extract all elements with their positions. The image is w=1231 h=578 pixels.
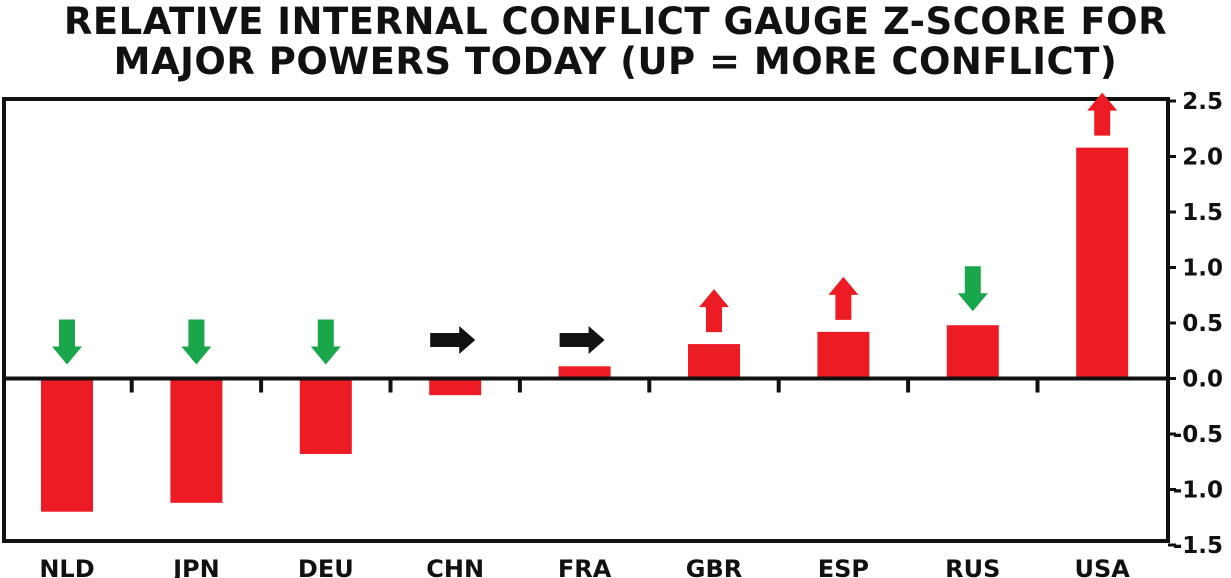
bar-nld [41, 378, 93, 512]
trend-arrow-flat-fra [559, 326, 605, 354]
category-label-jpn: JPN [171, 555, 220, 578]
chart-title-line-1: RELATIVE INTERNAL CONFLICT GAUGE Z-SCORE… [63, 0, 1168, 43]
y-tick-label: -1.0 [1173, 478, 1223, 504]
trend-arrow-down-nld [52, 319, 82, 365]
bar-usa [1076, 147, 1129, 379]
bar-esp [817, 331, 870, 379]
bar-rus [946, 325, 999, 379]
bar-gbr [688, 344, 740, 379]
y-tick-label: 1.0 [1182, 256, 1223, 282]
trend-arrow-flat-chn [430, 326, 476, 354]
trend-arrow-down-jpn [181, 319, 212, 365]
chart-title-line-2: MAJOR POWERS TODAY (UP = MORE CONFLICT) [113, 40, 1118, 83]
trend-arrow-up-gbr [699, 289, 729, 333]
category-label-gbr: GBR [686, 555, 742, 578]
y-tick-label: 1.5 [1182, 200, 1223, 226]
category-label-deu: DEU [298, 555, 354, 578]
trend-arrow-down-deu [310, 319, 341, 365]
y-tick-label: 0.5 [1182, 311, 1223, 337]
plot-frame [2, 97, 1170, 543]
y-tick-label: -0.5 [1173, 422, 1223, 448]
category-label-nld: NLD [39, 555, 94, 578]
bar-jpn [170, 378, 223, 503]
trend-arrow-up-esp [828, 276, 859, 320]
category-label-usa: USA [1075, 555, 1131, 578]
y-tick-label: -1.5 [1173, 533, 1223, 559]
trend-arrow-up-usa [1087, 92, 1118, 136]
bar-deu [299, 378, 352, 454]
category-label-esp: ESP [818, 555, 869, 578]
y-tick-label: 2.0 [1182, 145, 1223, 171]
trend-arrow-down-rus [957, 266, 988, 312]
bar-chn [429, 378, 482, 396]
category-label-rus: RUS [945, 555, 1000, 578]
y-tick-label: 2.5 [1182, 89, 1223, 115]
category-label-chn: CHN [426, 555, 484, 578]
y-tick-label: 0.0 [1182, 367, 1223, 393]
category-label-fra: FRA [558, 555, 612, 578]
bar-fra [558, 366, 611, 379]
